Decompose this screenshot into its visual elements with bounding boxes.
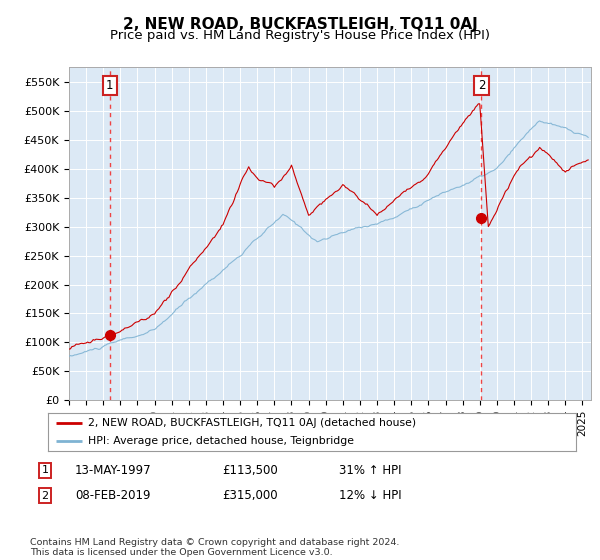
Text: 08-FEB-2019: 08-FEB-2019	[75, 489, 151, 502]
Text: 1: 1	[106, 79, 113, 92]
Text: 31% ↑ HPI: 31% ↑ HPI	[339, 464, 401, 477]
Text: Contains HM Land Registry data © Crown copyright and database right 2024.
This d: Contains HM Land Registry data © Crown c…	[30, 538, 400, 557]
Text: 13-MAY-1997: 13-MAY-1997	[75, 464, 152, 477]
Text: £315,000: £315,000	[222, 489, 278, 502]
Text: £113,500: £113,500	[222, 464, 278, 477]
Text: HPI: Average price, detached house, Teignbridge: HPI: Average price, detached house, Teig…	[88, 436, 353, 446]
Text: 12% ↓ HPI: 12% ↓ HPI	[339, 489, 401, 502]
Text: 2, NEW ROAD, BUCKFASTLEIGH, TQ11 0AJ (detached house): 2, NEW ROAD, BUCKFASTLEIGH, TQ11 0AJ (de…	[88, 418, 416, 428]
Text: 2: 2	[478, 79, 485, 92]
Text: 2, NEW ROAD, BUCKFASTLEIGH, TQ11 0AJ: 2, NEW ROAD, BUCKFASTLEIGH, TQ11 0AJ	[122, 17, 478, 32]
Text: 2: 2	[41, 491, 49, 501]
Text: Price paid vs. HM Land Registry's House Price Index (HPI): Price paid vs. HM Land Registry's House …	[110, 29, 490, 42]
Text: 1: 1	[41, 465, 49, 475]
